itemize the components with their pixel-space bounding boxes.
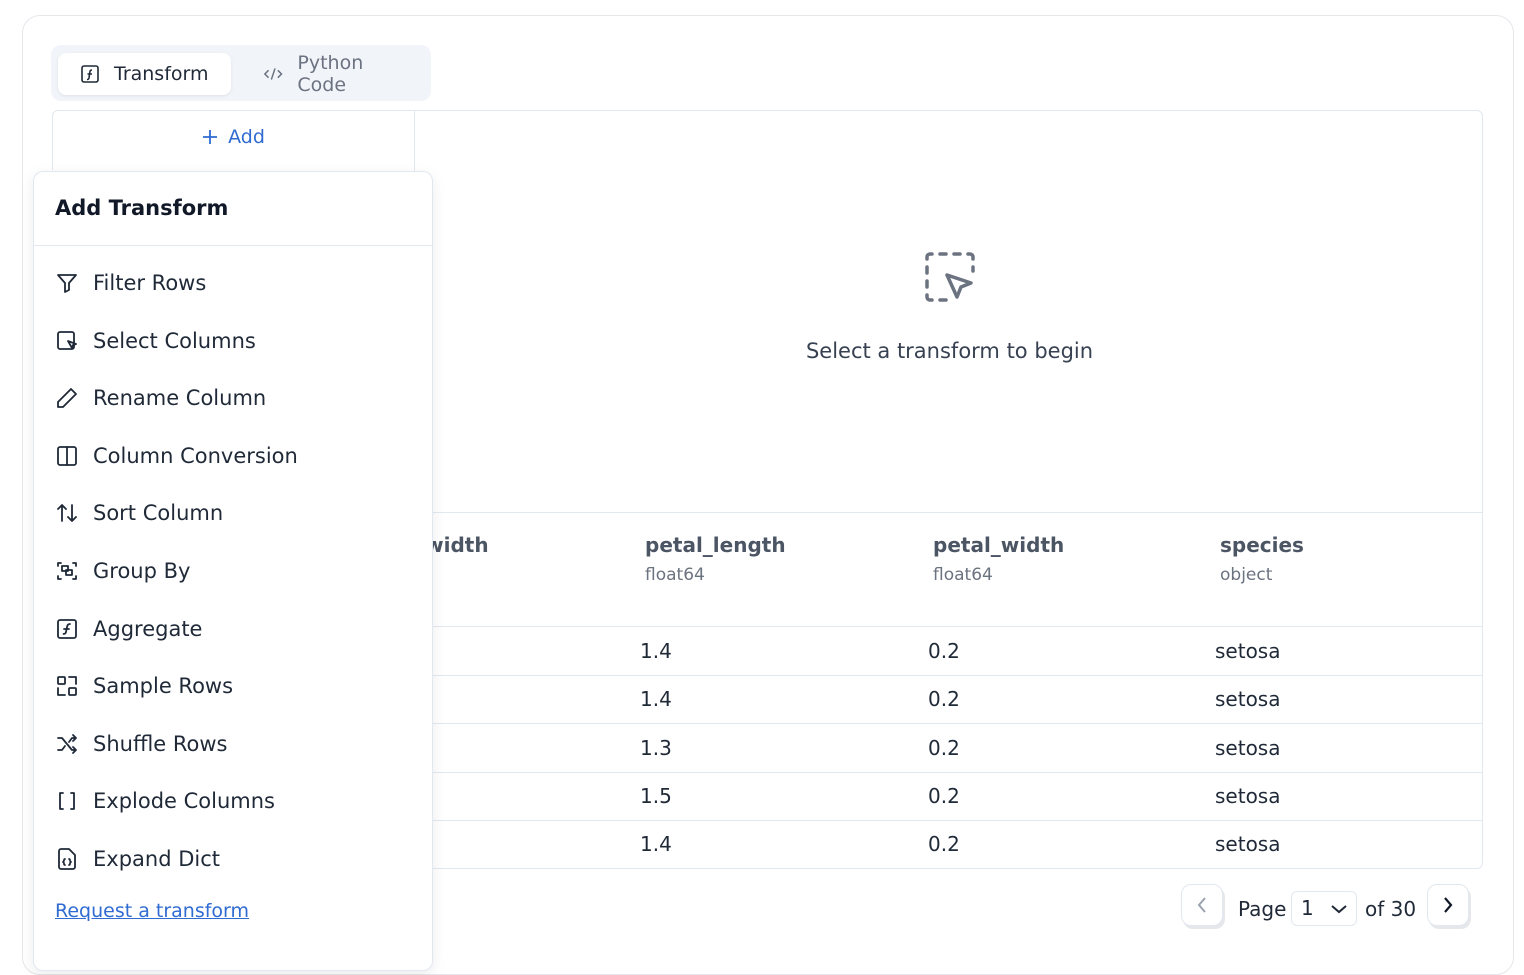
next-page-button[interactable] [1427,884,1469,926]
menu-item-label: Column Conversion [93,443,298,468]
menu-item-label: Aggregate [93,616,203,641]
table-cell: 1.5 [640,783,672,808]
tab-label: Python Code [297,52,364,96]
column-name: petal_width [933,533,1065,557]
table-cell: setosa [1215,832,1281,857]
menu-item-shuffle-rows[interactable]: Shuffle Rows [55,724,227,764]
columns-icon [57,445,77,466]
table-row: 1.3 0.2 setosa [415,725,1482,773]
table-row: 1.4 0.2 setosa [415,628,1482,676]
prev-page-button[interactable] [1181,884,1223,926]
column-type: object [1220,565,1273,585]
menu-item-label: Expand Dict [93,847,220,871]
page-select[interactable]: 1 [1291,891,1357,926]
table-cell: 1.3 [640,735,672,760]
tab-python-code[interactable]: Python Code [241,52,431,96]
menu-item-label: Select Columns [93,328,256,353]
tab-transform[interactable]: Transform [58,53,231,95]
chevron-right-icon [1444,897,1453,913]
column-name: petal_length [645,533,786,557]
menu-item-label: Sample Rows [93,674,234,699]
menu-item-rename-column[interactable]: Rename Column [55,378,266,418]
table-cell: 0.2 [928,639,960,663]
chevron-down-icon [1331,905,1347,914]
menu-item-column-conversion[interactable]: Column Conversion [55,436,298,476]
table-cell: 0.2 [928,735,960,760]
table-cell: setosa [1215,735,1281,760]
shuffle-icon [57,733,77,754]
function-square-icon [57,618,77,639]
add-label: Add [228,126,265,148]
table-cell: setosa [1215,783,1281,808]
dashed-select-cursor-icon [925,252,975,302]
menu-item-sort-column[interactable]: Sort Column [55,493,223,533]
select-columns-icon [57,330,77,350]
column-header[interactable]: petal_width float64 [933,533,1064,585]
plus-icon [203,130,218,144]
pencil-icon [57,388,77,409]
file-braces-icon [58,848,76,870]
table-cell: setosa [1215,639,1281,663]
table-cell: 1.4 [640,832,672,857]
column-header[interactable]: species object [1220,533,1304,585]
menu-item-label: Filter Rows [93,271,207,295]
menu-item-select-columns[interactable]: Select Columns [55,321,256,361]
table-cell: setosa [1215,687,1281,712]
column-type: float64 [933,565,993,585]
page-total: of 30 [1365,897,1417,921]
sample-icon [57,676,77,697]
table-cell: 1.4 [640,639,672,663]
table-row: 1.5 0.2 setosa [415,773,1482,821]
sort-arrows-icon [57,504,77,523]
column-header[interactable]: petal_length float64 [645,533,786,585]
menu-item-explode-columns[interactable]: Explode Columns [55,781,275,821]
column-name: species [1220,533,1304,557]
menu-item-aggregate[interactable]: Aggregate [55,609,202,649]
table-cell: 0.2 [928,832,960,857]
column-type: float64 [645,565,705,585]
add-transform-button[interactable]: Add [53,111,414,163]
table-cell: 0.2 [928,687,960,712]
menu-item-expand-dict[interactable]: Expand Dict [55,839,220,879]
filter-icon [57,274,77,293]
add-transform-menu: Add Transform Filter Rows Select Columns R… [33,171,433,971]
function-square-icon [81,65,99,83]
table-cell: 0.2 [928,783,960,808]
menu-item-filter-rows[interactable]: Filter Rows [55,263,206,303]
table-row: 1.4 0.2 setosa [415,676,1482,725]
chevron-left-icon [1197,897,1206,913]
menu-item-label: Shuffle Rows [93,731,228,756]
menu-item-sample-rows[interactable]: Sample Rows [55,666,233,706]
code-icon [263,68,283,80]
page-select-value: 1 [1301,896,1314,920]
preview-panel: Select a transform to begin sepal_width … [414,110,1483,869]
table-row: 1.4 0.2 setosa [415,821,1482,868]
group-icon [57,562,77,580]
menu-item-group-by[interactable]: Group By [55,551,190,591]
brackets-icon [59,792,75,811]
request-transform-link[interactable]: Request a transform [55,900,250,922]
menu-item-label: Explode Columns [93,789,275,814]
tab-label: Transform [114,63,209,85]
empty-state-text: Select a transform to begin [805,339,1094,363]
menu-item-label: Group By [93,559,191,583]
tab-bar: Transform Python Code [51,45,431,101]
menu-item-label: Sort Column [93,501,224,526]
page-label: Page [1238,897,1287,921]
menu-item-label: Rename Column [93,386,267,411]
menu-title: Add Transform [34,172,432,246]
transform-list-panel: Add [52,110,415,170]
table-cell: 1.4 [640,687,672,712]
